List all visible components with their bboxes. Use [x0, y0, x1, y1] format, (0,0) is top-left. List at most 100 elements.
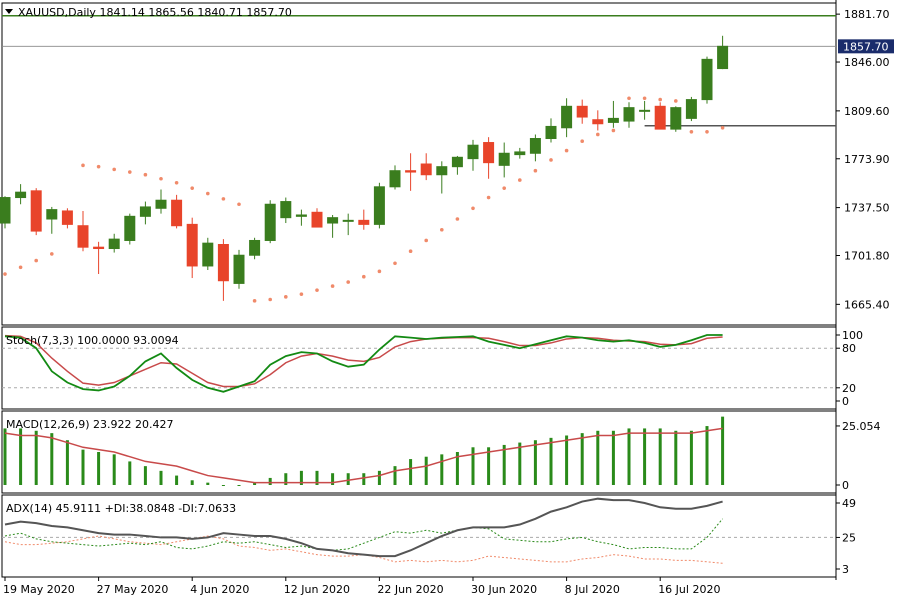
candle-body — [420, 163, 432, 176]
sar-dot — [284, 295, 288, 299]
sar-dot — [611, 128, 616, 133]
sar-dot — [174, 180, 179, 185]
sar-dot — [533, 168, 538, 173]
adx-panel[interactable]: 49 25 3 ADX(14) 45.9111 +DI:38.0848 -DI:7.… — [2, 497, 856, 576]
date-tick-label: 19 May 2020 — [3, 583, 75, 596]
sar-dot — [720, 125, 725, 130]
macd-bar — [580, 433, 584, 485]
candle-body — [358, 219, 370, 225]
sar-dot — [159, 176, 163, 181]
date-tick-label: 22 Jun 2020 — [377, 583, 443, 596]
price-tick-label: 1881.70 — [844, 8, 890, 21]
sar-dot — [3, 272, 7, 276]
macd-bar — [393, 466, 397, 485]
sar-dot — [689, 130, 694, 134]
candle-body — [467, 144, 479, 160]
price-tick-label: 1701.80 — [844, 250, 890, 263]
macd-label: MACD(12,26,9) 23.922 20.427 — [6, 418, 174, 431]
candle-body — [30, 190, 42, 232]
sar-dot — [50, 252, 54, 256]
sar-dot — [705, 130, 709, 134]
macd-bar — [315, 470, 319, 485]
sar-dot — [627, 96, 631, 101]
sar-dot — [252, 299, 257, 303]
candle-body — [592, 119, 604, 125]
sar-dot — [268, 297, 273, 302]
adx-axis: 49 25 3 — [836, 497, 856, 576]
stoch-lines — [2, 334, 836, 393]
price-tick-label: 1773.90 — [844, 153, 890, 166]
macd-bar — [221, 485, 225, 486]
candle-body — [171, 199, 183, 227]
candle-body — [93, 246, 105, 250]
candle-body — [529, 138, 541, 154]
sar-dot — [112, 167, 116, 172]
macd-bar — [409, 459, 413, 485]
macd-panel[interactable]: 25.054 0 MACD(12,26,9) 23.922 20.427 — [3, 416, 881, 492]
stoch-main-line — [4, 334, 723, 393]
sar-dot — [315, 288, 319, 292]
candle-body — [233, 254, 245, 284]
sar-dot — [642, 96, 647, 101]
macd-bar — [705, 426, 709, 485]
macd-bar — [268, 477, 272, 485]
candlesticks — [0, 35, 729, 301]
panel-frames — [1, 0, 837, 580]
symbol-header: XAUUSD,Daily 1841.14 1865.56 1840.71 185… — [5, 6, 292, 19]
sar-dot — [330, 284, 335, 288]
sar-dot — [96, 164, 101, 169]
adx-lines — [2, 497, 836, 564]
minus-di-line — [4, 535, 723, 564]
macd-bar — [190, 480, 194, 485]
macd-bar — [471, 447, 475, 485]
price-panel[interactable]: 1881.70 1846.00 1809.60 1773.90 1737.50 1701.… — [0, 6, 894, 311]
price-tick-label: 1846.00 — [844, 56, 890, 69]
axis-tick-label: 100 — [842, 329, 863, 342]
candle-body — [139, 206, 151, 217]
candle-body — [670, 107, 682, 130]
sar-dot — [34, 258, 38, 263]
macd-axis: 25.054 0 — [836, 420, 881, 492]
macd-bar — [627, 428, 631, 485]
macd-bar — [658, 428, 662, 485]
candle-body — [108, 238, 120, 250]
candle-body — [389, 170, 401, 188]
macd-bar — [455, 452, 459, 485]
candle-body — [327, 217, 339, 224]
macd-bar — [253, 482, 257, 485]
macd-bar — [65, 440, 69, 485]
macd-bar — [3, 428, 7, 485]
symbol-label: XAUUSD,Daily 1841.14 1865.56 1840.71 185… — [18, 6, 292, 19]
price-tag-text: 1857.70 — [843, 40, 889, 53]
macd-signal-polyline — [4, 427, 723, 484]
date-tick-label: 8 Jul 2020 — [565, 583, 620, 596]
candle-body — [654, 105, 666, 130]
axis-tick-label: 3 — [842, 563, 849, 576]
axis-tick-label: 0 — [842, 395, 849, 408]
sar-dot — [486, 195, 491, 200]
panel-border-main — [1, 2, 837, 326]
sar-dot — [440, 227, 444, 232]
candle-body — [77, 225, 89, 248]
macd-bar — [34, 430, 38, 485]
candle-body — [342, 219, 354, 222]
macd-bar — [19, 428, 23, 485]
dropdown-triangle-icon[interactable] — [5, 9, 13, 14]
candle-body — [280, 201, 292, 219]
macd-bar — [377, 470, 381, 485]
date-tick-label: 4 Jun 2020 — [190, 583, 249, 596]
candle-body — [295, 214, 307, 217]
price-tick-label: 1665.40 — [844, 298, 890, 311]
macd-bar — [689, 430, 693, 485]
candle-body — [545, 125, 557, 140]
sar-dot — [237, 202, 241, 207]
macd-bar — [237, 485, 241, 486]
price-axis: 1881.70 1846.00 1809.60 1773.90 1737.50 1701.… — [836, 8, 890, 311]
macd-bar — [50, 433, 54, 485]
candle-body — [0, 197, 11, 224]
candle-body — [701, 58, 713, 101]
sar-dot — [206, 191, 210, 196]
stoch-label: Stoch(7,3,3) 100.0000 93.0094 — [6, 334, 179, 347]
